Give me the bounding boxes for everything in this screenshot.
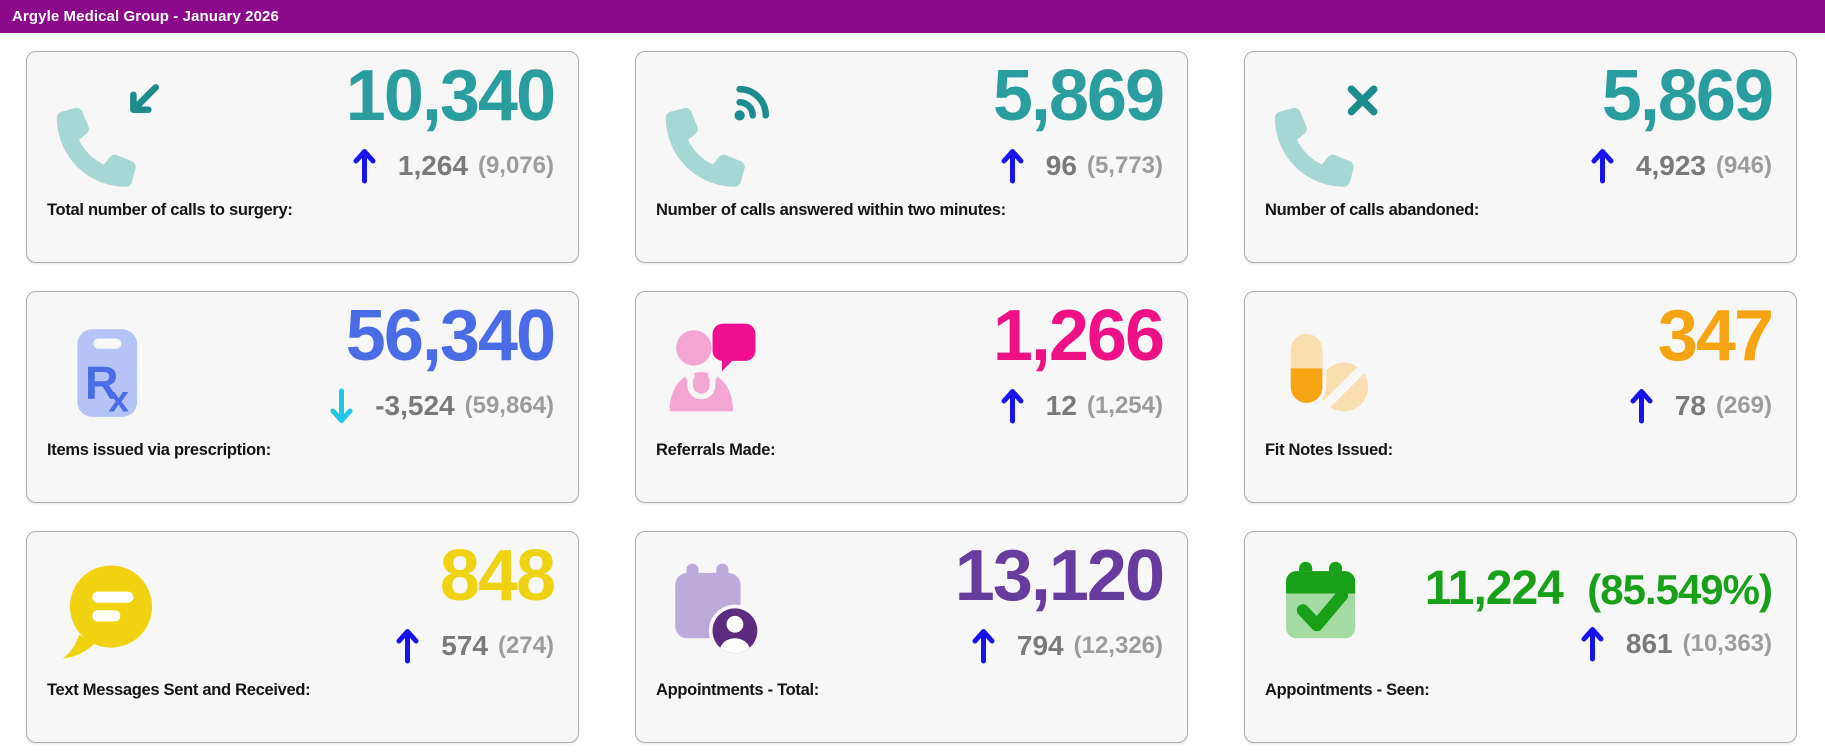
svg-text:R: R [85,356,119,408]
arrow-up-icon [1001,148,1024,184]
phone-incoming-icon [55,78,167,190]
trend-previous-value: (12,326) [1073,632,1163,660]
arrow-up-icon [1591,148,1614,184]
arrow-up-icon [1581,626,1604,662]
arrow-up-icon [1001,388,1024,424]
kpi-label: Referrals Made: [656,441,776,459]
kpi-label: Number of calls answered within two minu… [656,201,1006,219]
kpi-values: 11,224 (85.549%) 861 (10,363) [1424,542,1773,662]
kpi-values: 56,340 -3,524 (59,864) [330,300,556,424]
kpi-value: 5,869 [992,56,1165,136]
calendar-check-icon [1273,558,1385,670]
phone-answered-icon [664,78,776,190]
arrow-up-icon [972,628,995,664]
kpi-trend: 96 (5,773) [993,148,1163,184]
dashboard-grid: 10,340 1,264 (9,076) Total number of cal… [0,33,1825,743]
trend-previous-value: (59,864) [464,392,554,420]
svg-text:x: x [108,377,129,419]
arrow-down-icon [330,388,353,424]
kpi-label: Total number of calls to surgery: [47,201,293,219]
kpi-label: Items issued via prescription: [47,441,271,459]
kpi-trend: 861 (10,363) [1425,626,1772,662]
kpi-values: 848 574 (274) [396,540,556,664]
trend-delta: 1,264 [397,150,468,182]
kpi-label: Appointments - Seen: [1265,681,1430,699]
kpi-percentage: (85.549%) [1587,566,1773,613]
kpi-card[interactable]: R x 56,340 -3,524 (59,864) Items issued … [26,291,579,503]
app-header: Argyle Medical Group - January 2026 [0,0,1825,33]
kpi-value: 1,266 [992,296,1165,376]
kpi-label: Fit Notes Issued: [1265,441,1393,459]
kpi-value: 347 [1657,296,1774,376]
trend-delta: 96 [1045,150,1077,182]
trend-previous-value: (1,254) [1086,392,1163,420]
trend-delta: 12 [1045,390,1077,422]
trend-previous-value: (946) [1715,152,1772,180]
kpi-values: 5,869 96 (5,773) [993,60,1165,184]
trend-previous-value: (5,773) [1086,152,1163,180]
kpi-card[interactable]: 13,120 794 (12,326) Appointments - Total… [635,531,1188,743]
trend-delta: 4,923 [1635,150,1706,182]
kpi-trend: 794 (12,326) [955,628,1163,664]
kpi-trend: 4,923 (946) [1591,148,1772,184]
kpi-label: Text Messages Sent and Received: [47,681,311,699]
trend-delta: 794 [1016,630,1064,662]
kpi-trend: 12 (1,254) [993,388,1163,424]
kpi-trend: 1,264 (9,076) [346,148,554,184]
kpi-card[interactable]: 347 78 (269) Fit Notes Issued: [1244,291,1797,503]
trend-previous-value: (269) [1715,392,1772,420]
arrow-up-icon [353,148,376,184]
arrow-up-icon [1630,388,1653,424]
kpi-card[interactable]: 1,266 12 (1,254) Referrals Made: [635,291,1188,503]
kpi-trend: 78 (269) [1630,388,1772,424]
trend-delta: 574 [441,630,488,662]
kpi-card[interactable]: 10,340 1,264 (9,076) Total number of cal… [26,51,579,263]
trend-previous-value: (10,363) [1682,629,1772,657]
kpi-values: 347 78 (269) [1630,300,1774,424]
calendar-user-icon [664,558,776,670]
kpi-card[interactable]: 5,869 4,923 (946) Number of calls abando… [1244,51,1797,263]
page-title: Argyle Medical Group - January 2026 [12,8,279,25]
kpi-card[interactable]: 848 574 (274) Text Messages Sent and Rec… [26,531,579,743]
kpi-values: 10,340 1,264 (9,076) [346,60,556,184]
pills-icon [1273,318,1385,430]
trend-delta: 861 [1625,627,1673,659]
trend-previous-value: (274) [497,632,554,660]
kpi-values: 1,266 12 (1,254) [993,300,1165,424]
kpi-value: 10,340 [345,56,556,136]
kpi-label: Number of calls abandoned: [1265,201,1480,219]
kpi-values: 13,120 794 (12,326) [955,540,1165,664]
kpi-value: 11,224 [1424,562,1564,615]
kpi-values: 5,869 4,923 (946) [1591,60,1774,184]
kpi-value: 5,869 [1601,56,1774,136]
kpi-trend: -3,524 (59,864) [330,388,554,424]
trend-delta: -3,524 [375,390,455,422]
arrow-up-icon [396,628,419,664]
kpi-value: 13,120 [954,536,1165,616]
kpi-card[interactable]: 5,869 96 (5,773) Number of calls answere… [635,51,1188,263]
kpi-value: 56,340 [345,296,556,376]
kpi-label: Appointments - Total: [656,681,819,699]
kpi-value: 848 [439,536,556,616]
prescription-icon: R x [55,318,167,430]
trend-previous-value: (9,076) [477,152,554,180]
phone-abandoned-icon [1273,78,1385,190]
trend-delta: 78 [1674,390,1706,422]
chat-bubble-icon [55,558,167,670]
kpi-card[interactable]: 11,224 (85.549%) 861 (10,363) Appointmen… [1244,531,1797,743]
kpi-trend: 574 (274) [396,628,554,664]
referral-message-icon [664,318,776,430]
